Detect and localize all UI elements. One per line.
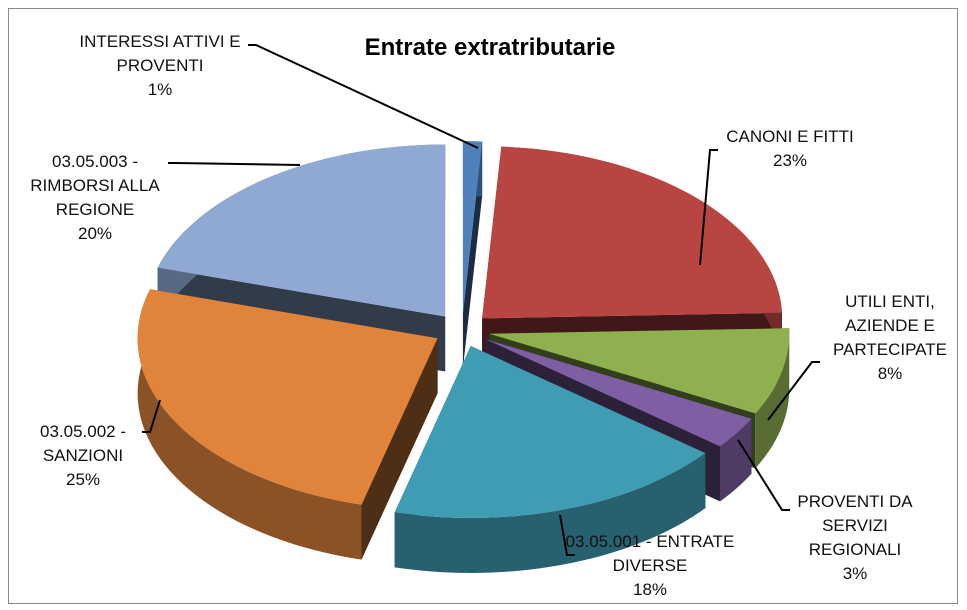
leader-line [767,361,820,421]
slice-wall [361,338,438,560]
category-label: INTERESSI ATTIVI E PROVENTI [79,32,241,75]
data-label: 03.05.002 - SANZIONI 25% [8,420,158,492]
category-label: 03.05.002 - SANZIONI [39,422,126,465]
chart-title: Entrate extratributarie [364,34,616,61]
slice [157,144,446,317]
slice [489,328,790,414]
leader-line [168,162,301,166]
data-label: 03.05.001 - ENTRATE DIVERSE 18% [560,530,740,602]
value-label: 25% [65,470,101,489]
slice-side [137,289,362,560]
value-label: 20% [77,224,113,243]
slice-side [394,453,706,573]
category-label: UTILI ENTI, AZIENDE E PARTECIPATE [833,292,947,359]
value-label: 23% [772,151,808,170]
slice [482,146,782,319]
slice-side [755,328,790,469]
category-label: PROVENTI DA SERVIZI REGIONALI [797,492,913,559]
value-label: 3% [842,564,868,583]
category-label: CANONI E FITTI [726,127,854,146]
data-label: 03.05.003 - RIMBORSI ALLA REGIONE 20% [10,150,180,246]
leader-line [699,149,718,266]
leader-line [737,439,790,511]
slice-wall [462,141,483,369]
data-label: PROVENTI DA SERVIZI REGIONALI 3% [780,490,930,586]
pie-tops [137,141,790,518]
data-label: CANONI E FITTI 23% [700,125,880,173]
slice [485,339,752,447]
data-label: UTILI ENTI, AZIENDE E PARTECIPATE 8% [815,290,965,386]
leader-line [248,44,479,149]
chart-frame [8,8,958,604]
slice [394,345,706,518]
value-label: 18% [632,580,668,599]
value-label: 1% [147,80,173,99]
slice [462,141,483,314]
leader-line [142,399,161,433]
slice-side [720,418,752,502]
category-label: 03.05.001 - ENTRATE DIVERSE [565,532,735,575]
category-label: 03.05.003 - RIMBORSI ALLA REGIONE [30,152,160,219]
data-label: INTERESSI ATTIVI E PROVENTI 1% [50,30,270,102]
value-label: 8% [877,364,903,383]
leader-line [559,514,575,556]
slice [137,289,438,505]
